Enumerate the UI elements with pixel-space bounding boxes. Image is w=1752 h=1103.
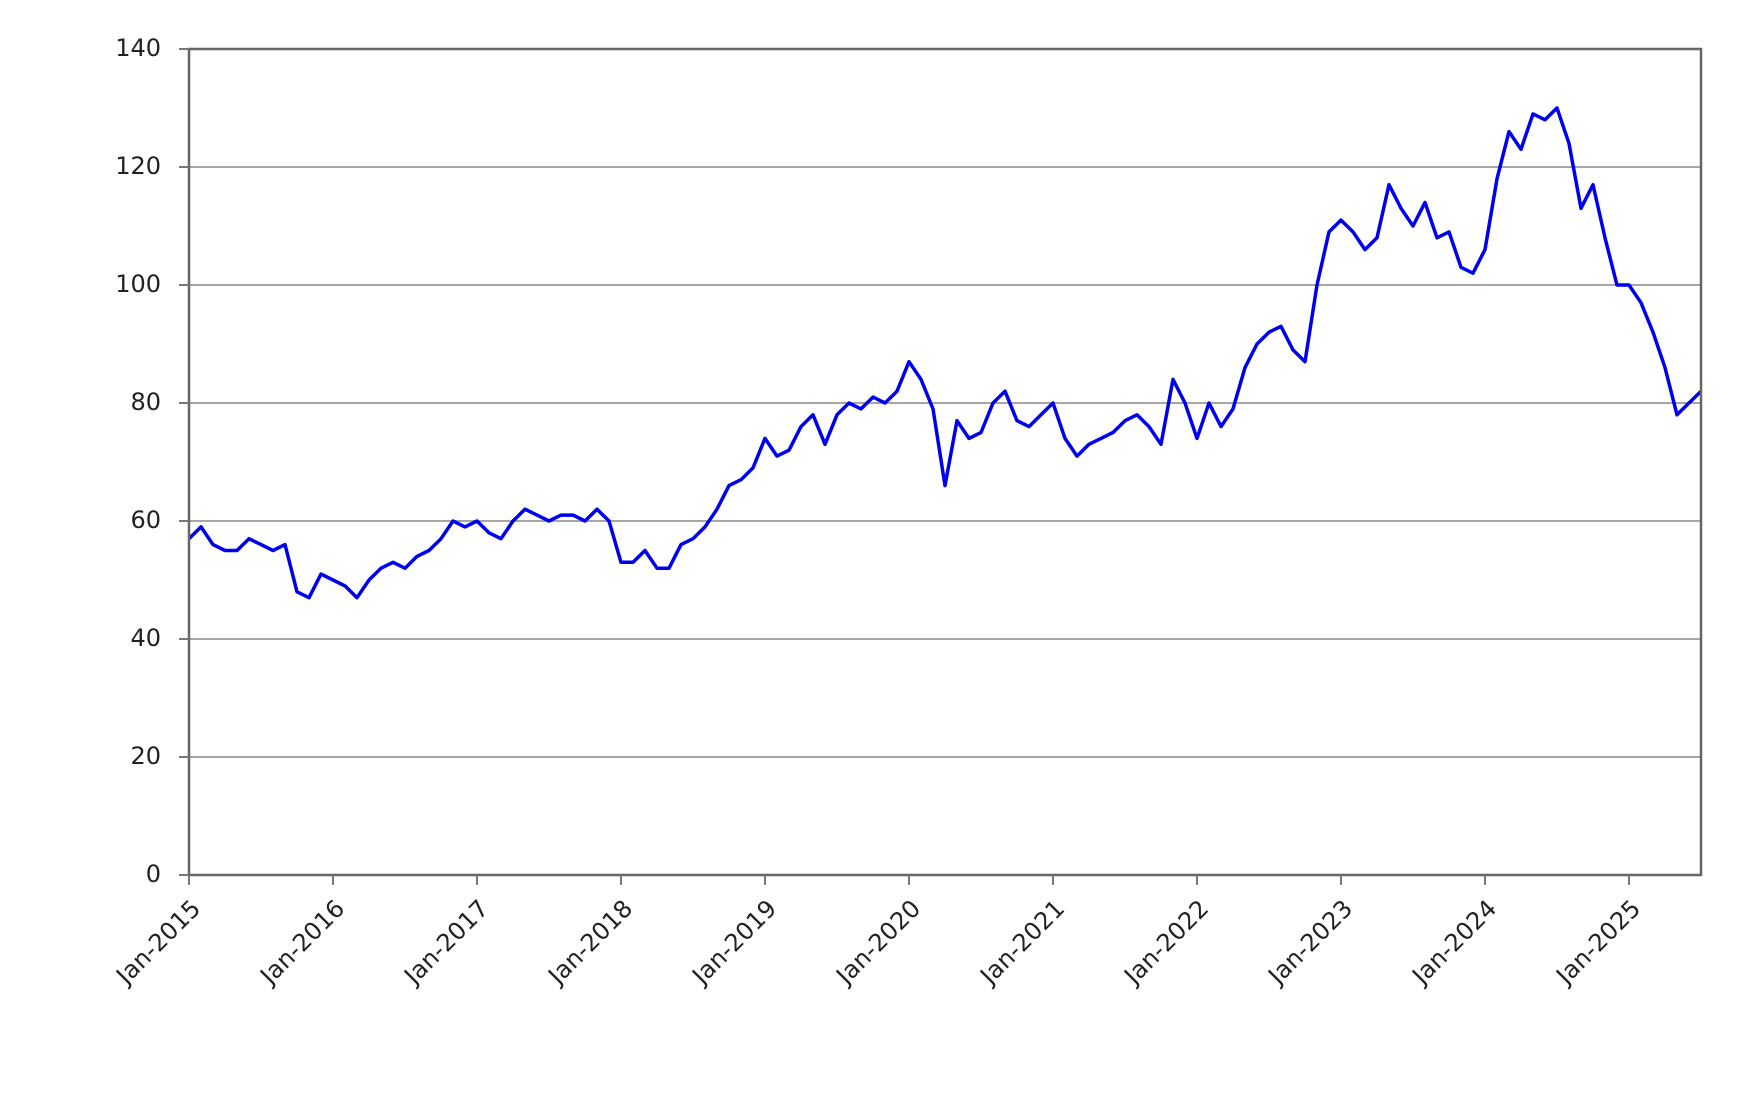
x-tick-label: Jan-2020: [830, 894, 927, 991]
x-tick-label: Jan-2025: [1550, 894, 1647, 991]
x-tick-label: Jan-2021: [974, 894, 1071, 991]
y-tick-label: 120: [115, 152, 161, 180]
data-line: [187, 106, 1703, 600]
x-tick-label: Jan-2019: [686, 894, 783, 991]
x-tick-label: Jan-2024: [1406, 894, 1503, 991]
y-tick-label: 100: [115, 270, 161, 298]
x-tick-label: Jan-2022: [1118, 894, 1215, 991]
x-tick-label: Jan-2017: [398, 894, 495, 991]
y-tick-label: 60: [130, 506, 161, 534]
y-tick-label: 40: [130, 624, 161, 652]
x-tick-label: Jan-2015: [110, 894, 207, 991]
x-tick-label: Jan-2016: [254, 894, 351, 991]
y-tick-label: 0: [146, 860, 161, 888]
grid: [189, 48, 1701, 876]
y-tick-label: 140: [115, 34, 161, 62]
y-tick-label: 20: [130, 742, 161, 770]
x-tick-label: Jan-2018: [542, 894, 639, 991]
plot: [187, 106, 1703, 600]
x-tick-label: Jan-2023: [1262, 894, 1359, 991]
y-tick-label: 80: [130, 388, 161, 416]
plot-frame: [187, 47, 1703, 877]
